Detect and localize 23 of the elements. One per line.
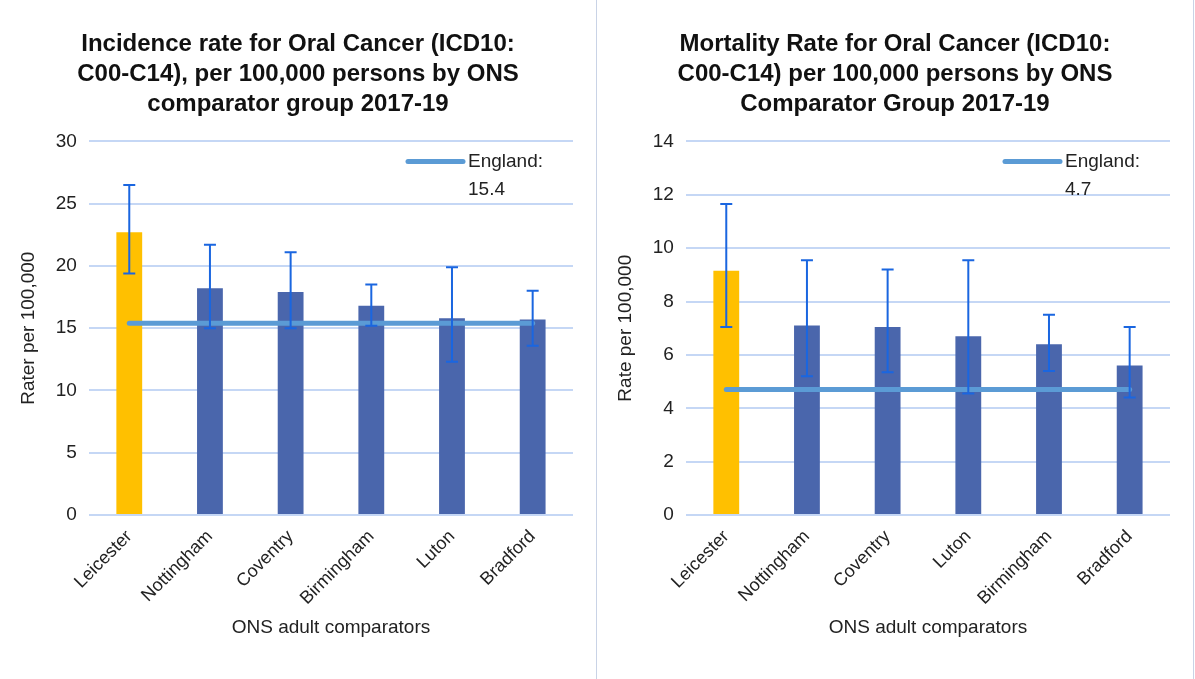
y-tick-label: 10	[55, 378, 77, 400]
y-tick-label: 10	[652, 236, 674, 258]
y-tick-label: 15	[55, 316, 77, 338]
legend-label: England: 4.7	[1065, 149, 1141, 199]
x-axis-title: ONS adult comparators	[231, 615, 431, 637]
y-tick-label: 0	[663, 503, 674, 525]
y-axis-title: Rate per 100,000	[613, 254, 635, 402]
chart-title: Mortality Rate for Oral Cancer (ICD10: C00-C14) per 100,000 persons by ONS Comparator Group 2017-19	[676, 28, 1114, 118]
y-tick-label: 2	[663, 449, 674, 471]
y-tick-label: 14	[652, 129, 675, 151]
y-tick-label: 8	[663, 289, 674, 311]
y-tick-label: 12	[652, 183, 674, 205]
y-tick-label: 20	[55, 254, 77, 276]
y-tick-label: 25	[55, 191, 77, 213]
y-tick-label: 30	[55, 129, 77, 151]
y-tick-label: 0	[66, 503, 77, 525]
x-axis-title: ONS adult comparators	[828, 615, 1028, 637]
y-tick-label: 5	[66, 440, 77, 462]
chart-title: Incidence rate for Oral Cancer (ICD10: C00-C14), per 100,000 persons by ONS comparator group 2017-19	[76, 28, 520, 118]
y-tick-label: 6	[663, 343, 674, 365]
legend-label: England: 15.4	[468, 149, 544, 199]
y-axis-title: Rater per 100,000	[16, 251, 38, 405]
y-tick-label: 4	[663, 396, 675, 418]
